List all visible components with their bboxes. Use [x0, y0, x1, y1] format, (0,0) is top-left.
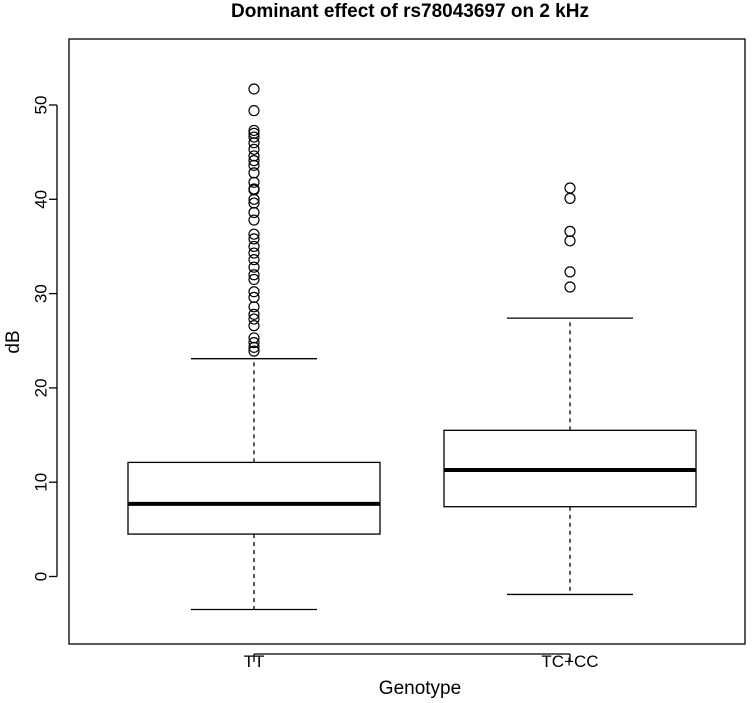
- outlier-point: [564, 225, 576, 237]
- outlier-point: [248, 313, 260, 325]
- y-tick-label: 40: [32, 190, 51, 209]
- outlier-point: [248, 240, 260, 253]
- outlier-point: [248, 143, 260, 155]
- outlier-point: [248, 269, 260, 281]
- outlier-point: [564, 182, 576, 194]
- outlier-point: [564, 235, 576, 247]
- outlier-point: [248, 345, 260, 357]
- outlier-point: [248, 183, 260, 195]
- y-axis-label: dB: [3, 330, 24, 353]
- outlier-point: [248, 155, 260, 167]
- outlier-point: [248, 337, 260, 349]
- outlier-point: [248, 301, 260, 313]
- x-axis: TT TC+CC: [244, 652, 599, 671]
- outlier-point: [248, 124, 260, 137]
- outlier-point: [248, 320, 260, 332]
- y-tick-label: 10: [32, 473, 51, 492]
- outlier-point: [248, 247, 260, 259]
- outlier-point: [564, 192, 576, 204]
- outlier-point: [248, 214, 260, 226]
- outlier-point: [248, 105, 260, 117]
- outlier-point: [248, 228, 260, 240]
- outlier-point: [248, 291, 260, 303]
- y-tick-label: 50: [32, 96, 51, 115]
- x-axis-label: Genotype: [379, 678, 461, 699]
- outlier-point: [248, 127, 260, 139]
- iqr-box: [127, 461, 381, 535]
- outlier-point: [248, 273, 260, 286]
- y-tick-label: 20: [32, 378, 51, 397]
- y-tick-label: 0: [32, 572, 51, 581]
- box-tt: [127, 83, 381, 611]
- outlier-point: [248, 176, 260, 188]
- outlier-point: [248, 150, 260, 162]
- outlier-point: [564, 266, 576, 278]
- outlier-point: [248, 206, 260, 219]
- x-tick-label: TC+CC: [541, 652, 598, 671]
- outlier-point: [248, 167, 260, 179]
- x-tick-label: TT: [244, 652, 265, 671]
- y-tick-label: 30: [32, 284, 51, 303]
- outlier-point: [248, 308, 260, 320]
- outlier-point: [248, 286, 260, 298]
- outlier-point: [248, 197, 260, 209]
- box-tc-cc: [443, 182, 697, 596]
- y-axis: 0 10 20 30 40 50: [32, 96, 58, 581]
- outlier-point: [248, 332, 260, 344]
- outlier-point: [248, 233, 260, 245]
- outlier-point: [248, 261, 260, 273]
- outlier-point: [248, 254, 260, 266]
- outlier-point: [248, 131, 260, 143]
- plot-frame: [68, 38, 746, 645]
- chart-title: Dominant effect of rs78043697 on 2 kHz: [231, 1, 589, 22]
- outlier-point: [248, 83, 260, 95]
- outlier-point: [564, 281, 576, 293]
- boxes-group: [127, 83, 697, 611]
- outlier-point: [248, 137, 260, 149]
